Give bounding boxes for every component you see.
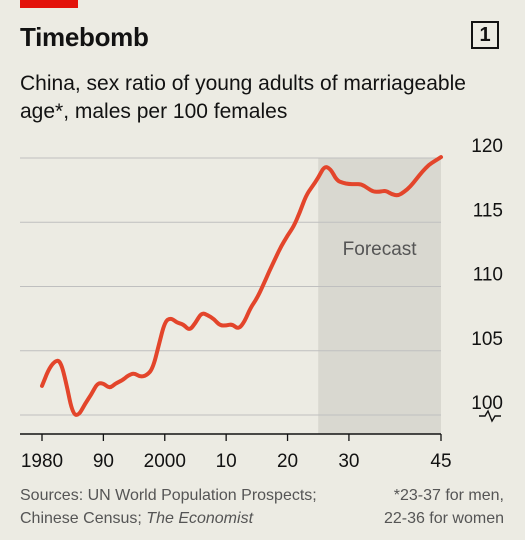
x-tick-label: 90 [93,451,114,472]
source-publication: The Economist [146,510,254,527]
x-tick-label: 30 [338,451,359,472]
footnote-line-1: *23-37 for men, [393,487,504,504]
footnote: *23-37 for men, 22-36 for women [384,484,504,530]
x-tick-label: 2000 [144,451,186,472]
y-tick-label: 110 [473,265,503,286]
source-line-2: Chinese Census; The Economist [20,507,317,530]
x-tick-label: 10 [216,451,237,472]
axis-break-icon [479,409,501,423]
y-tick-labels: 100 105 110 115 120 [471,136,503,423]
series-layer [40,155,443,417]
source-census: Chinese Census; [20,510,142,527]
forecast-band [318,158,441,434]
y-tick-label: 105 [471,329,503,350]
brand-red-tab [20,0,78,8]
forecast-label: Forecast [343,239,418,260]
x-tick-label: 20 [277,451,298,472]
x-tick-label: 1980 [21,451,63,472]
chart-number-badge: 1 [471,21,499,49]
forecast-band-layer [318,158,441,434]
sex-ratio-series-line [40,155,443,417]
line-chart: 100 105 110 115 120 1980 90 2000 10 20 30 45 Forec… [20,136,503,472]
y-tick-label: 120 [471,136,503,157]
y-tick-label: 115 [473,200,503,221]
footnote-line-2: 22-36 for women [383,510,504,527]
annotation-layer: Forecast [343,239,418,260]
y-tick-label: 100 [471,393,503,414]
chart-title: Timebomb [20,22,149,52]
gridlines [20,157,441,435]
source-line-1: Sources: UN World Population Prospects; [20,487,317,504]
chart-subtitle: China, sex ratio of young adults of marr… [20,72,466,123]
x-tick-labels: 1980 90 2000 10 20 30 45 [21,434,452,472]
x-tick-label: 45 [430,451,451,472]
source-note: Sources: UN World Population Prospects; … [20,484,317,530]
